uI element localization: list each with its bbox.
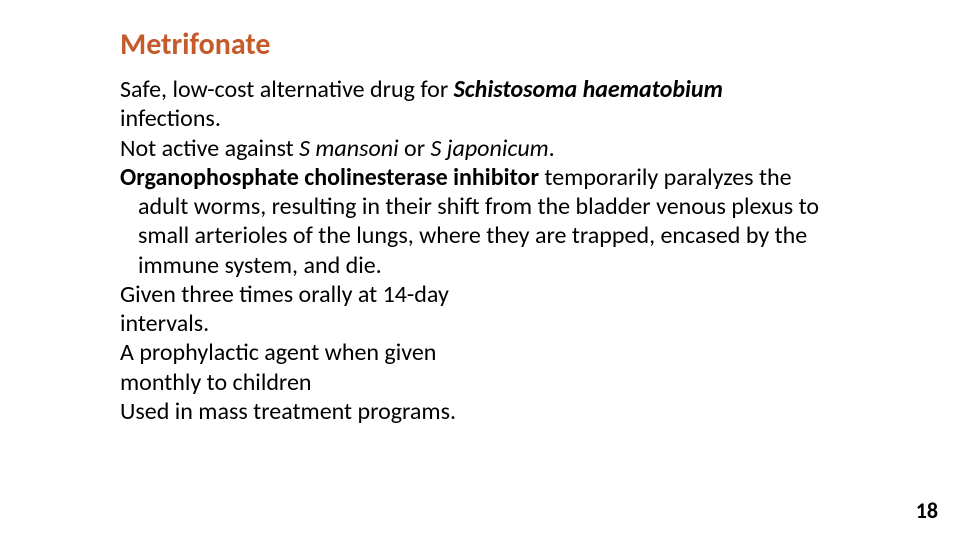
slide-title: Metrifonate [120, 28, 840, 61]
text: A prophylactic agent when given [120, 338, 436, 367]
text: Used in mass treatment programs. [120, 397, 456, 426]
body-line-7: monthly to children [120, 368, 840, 397]
page-number: 18 [916, 497, 938, 524]
species-name: S japonicum [430, 134, 548, 163]
text: or [399, 134, 431, 163]
species-name: Schistosoma haematobium [454, 75, 723, 104]
slide-body: Safe, low-cost alternative drug for Schi… [120, 75, 840, 426]
body-line-2: Not active against S mansoni or S japoni… [120, 134, 840, 163]
text: . [549, 134, 555, 163]
species-name: S mansoni [299, 134, 398, 163]
body-line-1: Safe, low-cost alternative drug for Schi… [120, 75, 840, 104]
text: monthly to children [120, 368, 312, 397]
mechanism-term: Organophosphate cholinesterase inhibitor [120, 163, 539, 192]
body-line-5: intervals. [120, 309, 840, 338]
body-line-6: A prophylactic agent when given [120, 338, 840, 367]
text: Safe, low-cost alternative drug for [120, 75, 454, 104]
body-line-8: Used in mass treatment programs. [120, 397, 840, 426]
slide: Metrifonate Safe, low-cost alternative d… [0, 0, 960, 540]
text: intervals. [120, 309, 209, 338]
body-line-4: Given three times orally at 14-day [120, 280, 840, 309]
text: Given three times orally at 14-day [120, 280, 449, 309]
body-line-1-cont: infections. [120, 104, 840, 133]
text: Not active against [120, 134, 299, 163]
body-line-3: Organophosphate cholinesterase inhibitor… [120, 163, 840, 280]
text: infections. [120, 104, 221, 133]
